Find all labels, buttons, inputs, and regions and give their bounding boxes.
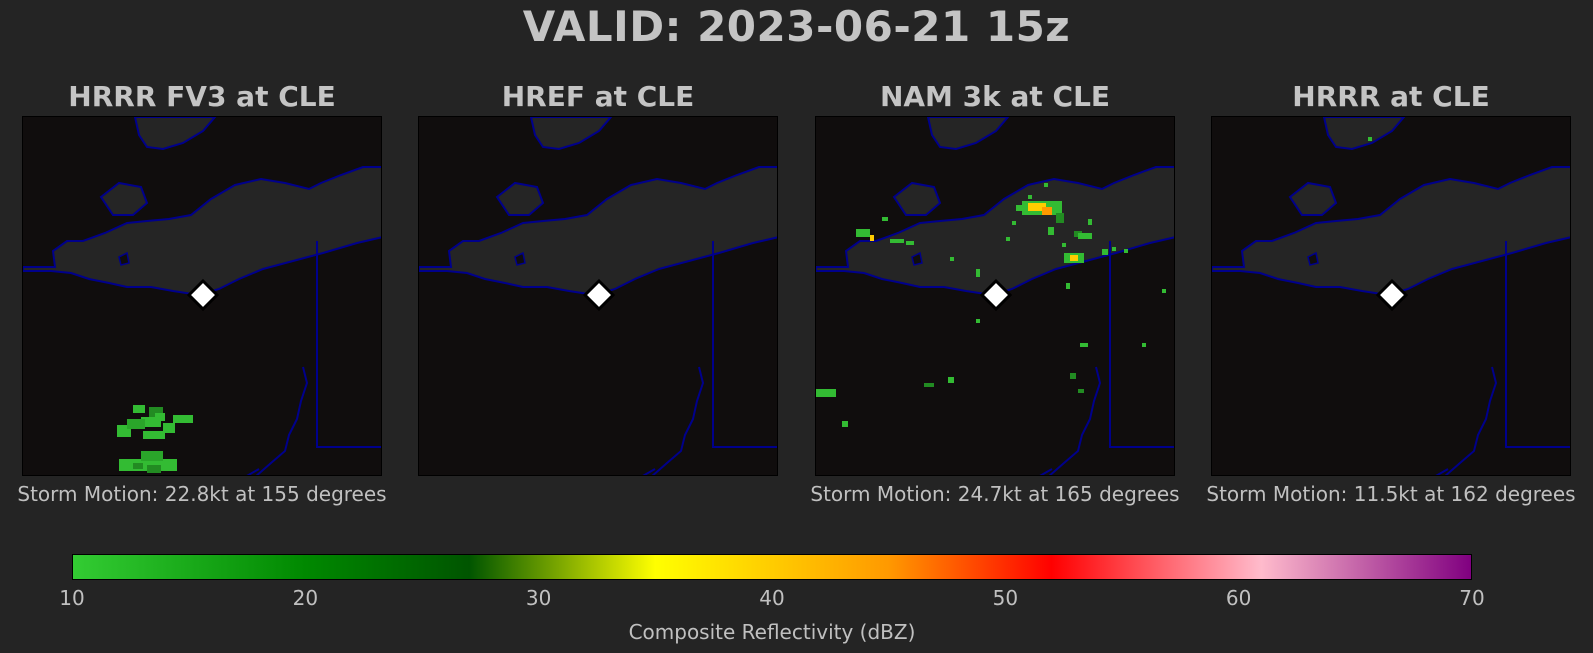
reflectivity-cells: [117, 405, 193, 473]
panel-title: HRRR at CLE: [1292, 80, 1490, 113]
colorbar-tick-label: 60: [1225, 586, 1252, 610]
colorbar-tick-label: 20: [292, 586, 319, 610]
reflectivity-cells: [1368, 137, 1372, 141]
panel-title: HREF at CLE: [501, 80, 695, 113]
storm-motion-text: Storm Motion: 22.8kt at 155 degrees: [17, 482, 387, 506]
colorbar-tick-label: 30: [525, 586, 552, 610]
colorbar-tick-label: 40: [759, 586, 785, 610]
map-hrrr-fv3: [22, 116, 382, 476]
reflectivity-colorbar: [72, 554, 1472, 580]
colorbar-tick-label: 10: [59, 586, 85, 610]
storm-motion-text: Storm Motion: 24.7kt at 165 degrees: [810, 482, 1180, 506]
reflectivity-cells: [816, 183, 1166, 427]
colorbar-tick-label: 50: [992, 586, 1019, 610]
map-nam-3k: [815, 116, 1175, 476]
page-title: VALID: 2023-06-21 15z: [522, 2, 1071, 51]
panel-title: NAM 3k at CLE: [879, 80, 1111, 113]
colorbar-tick-label: 70: [1459, 586, 1485, 610]
storm-motion-text: Storm Motion: 11.5kt at 162 degrees: [1206, 482, 1576, 506]
map-hrrr: [1211, 116, 1571, 476]
colorbar-label: Composite Reflectivity (dBZ): [628, 620, 916, 644]
panel-title: HRRR FV3 at CLE: [68, 80, 336, 113]
map-href: [418, 116, 778, 476]
